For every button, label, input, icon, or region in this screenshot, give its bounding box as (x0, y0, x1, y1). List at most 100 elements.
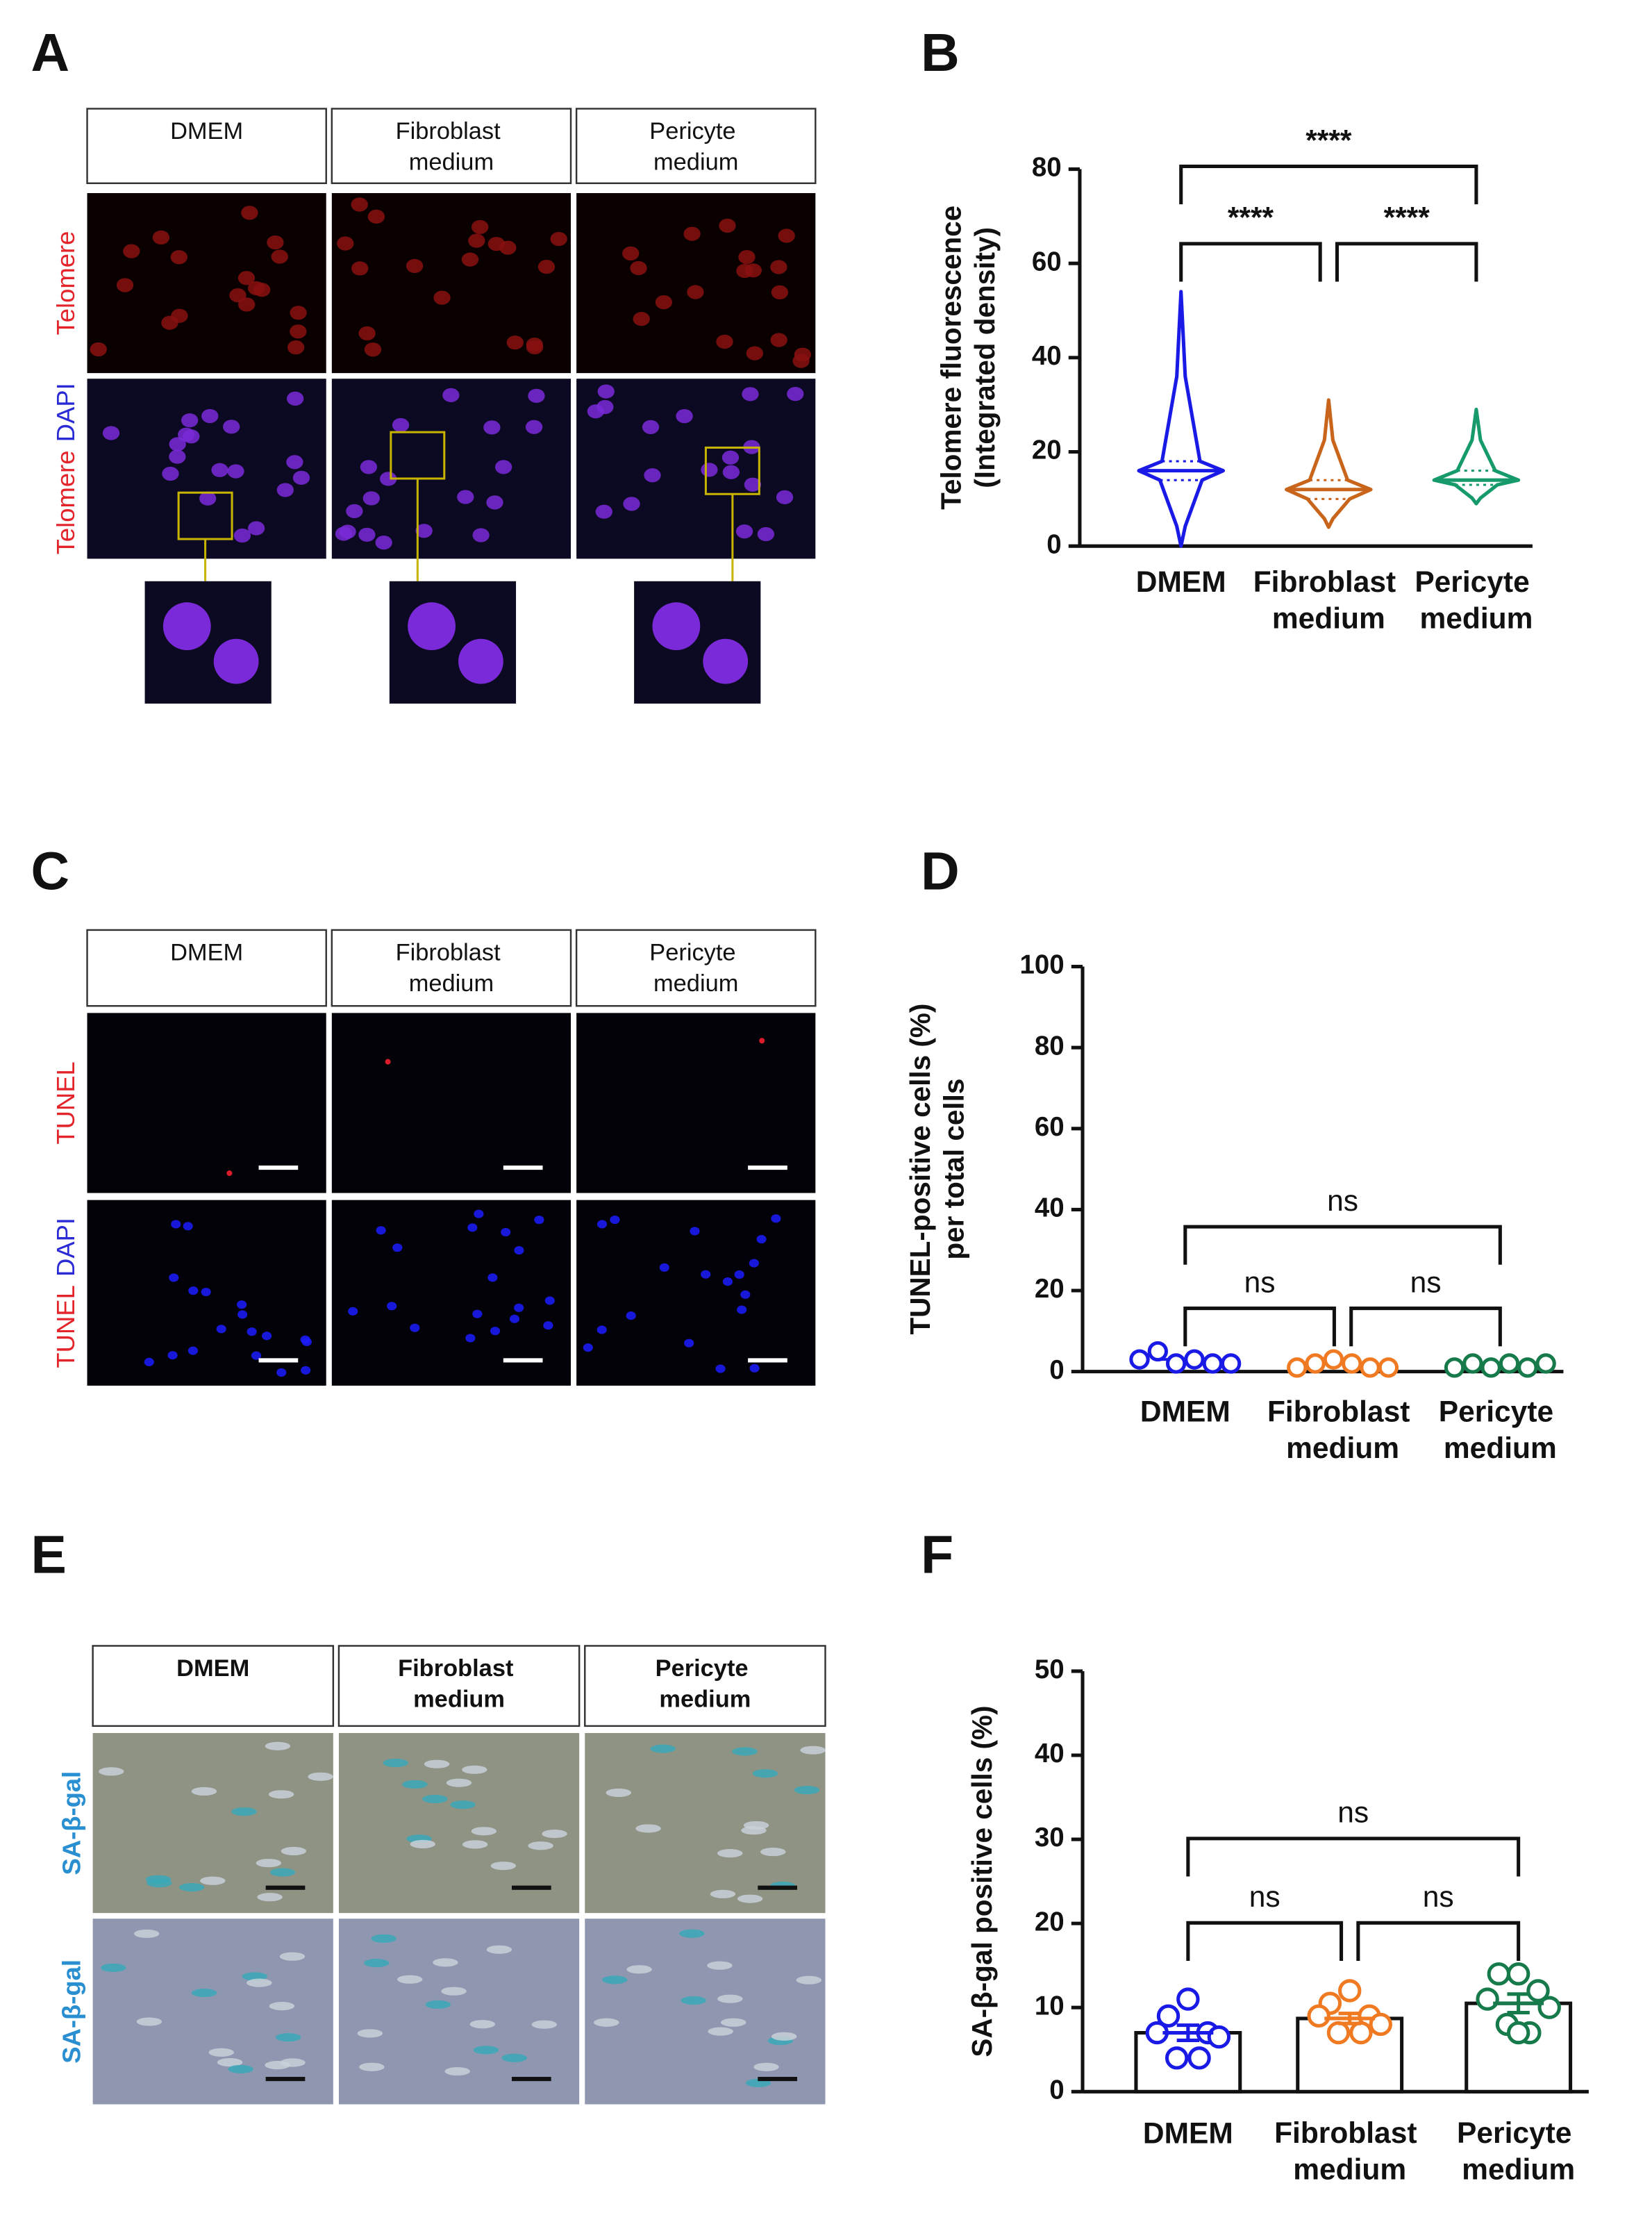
cell (490, 1862, 517, 1871)
cell (123, 244, 140, 258)
column-header-box (337, 1645, 581, 1727)
cell (514, 1303, 524, 1312)
cell (753, 2062, 779, 2071)
micrograph (338, 1918, 580, 2105)
cell (402, 1780, 428, 1789)
cell (746, 346, 763, 360)
cell (227, 464, 244, 479)
cell (99, 1767, 124, 1776)
row-label: Telomere DAPI (51, 383, 80, 554)
cell (217, 2058, 243, 2067)
cell (690, 1227, 700, 1236)
cell (269, 2002, 295, 2011)
cell (280, 2058, 306, 2067)
cell (717, 1849, 743, 1858)
cell (721, 450, 740, 465)
data-point (1506, 1962, 1530, 1986)
data-point (1444, 1357, 1465, 1378)
cell (446, 1778, 472, 1787)
significance-bracket (1183, 1307, 1336, 1347)
cell (133, 1929, 160, 1939)
data-point (1207, 2025, 1231, 2049)
row-label-part: DAPI (51, 1218, 80, 1277)
column-header-box (575, 108, 817, 185)
cell (358, 326, 376, 341)
cell (256, 1859, 282, 1868)
data-point (1147, 1341, 1169, 1362)
cell (392, 1243, 403, 1252)
cell (537, 260, 556, 274)
cell (771, 1214, 781, 1223)
cell (749, 1259, 759, 1268)
cell (231, 1807, 257, 1816)
violin-body (1432, 407, 1521, 506)
cell (642, 420, 660, 435)
y-tick-label: 80 (1032, 153, 1062, 183)
cell (794, 1786, 820, 1795)
micrograph (576, 379, 816, 559)
data-point (1337, 1979, 1362, 2003)
data-point (1360, 1357, 1380, 1378)
inset (389, 581, 517, 704)
inset-nucleus (652, 602, 701, 650)
micrograph (87, 1013, 326, 1193)
cell (737, 1305, 747, 1314)
cell (472, 528, 490, 542)
data-point (1476, 1987, 1499, 2011)
significance-label: ns (1423, 1881, 1454, 1914)
cell (630, 260, 647, 276)
cell (528, 388, 545, 403)
x-tick-label: Pericyte medium (1457, 2117, 1580, 2187)
y-tick-label: 100 (1020, 950, 1065, 980)
cell (251, 1351, 262, 1360)
cell (622, 246, 640, 260)
x-tick-label: Pericyte medium (1439, 1396, 1562, 1466)
cell (509, 1314, 520, 1323)
cell (346, 504, 363, 519)
cell (292, 470, 310, 485)
cell (701, 1270, 711, 1279)
significance-label: **** (1384, 202, 1430, 235)
cell (308, 1772, 333, 1781)
cell (433, 290, 451, 305)
data-point (1535, 1353, 1556, 1374)
cell (171, 1220, 181, 1229)
cell (162, 466, 179, 481)
cell (286, 391, 304, 406)
inset-nucleus (213, 638, 259, 684)
cell (683, 226, 701, 241)
cell (534, 1216, 544, 1225)
cell (201, 1287, 211, 1297)
cell (744, 477, 762, 492)
significance-bracket (1349, 1307, 1502, 1347)
cell (364, 1959, 390, 1968)
cell (351, 197, 368, 212)
cell (208, 2048, 234, 2057)
cell (596, 1220, 608, 1229)
cell (360, 460, 378, 474)
cell (626, 1965, 652, 1974)
panel-letter: D (921, 841, 960, 901)
cell (800, 1746, 826, 1755)
cell (719, 218, 736, 233)
cell (659, 1263, 669, 1272)
cell (169, 437, 186, 451)
x-tick-label: DMEM (1136, 566, 1226, 599)
cell (406, 258, 424, 274)
cell (300, 1335, 310, 1344)
cell (183, 1222, 193, 1231)
data-point (1487, 1962, 1511, 1986)
column-header-box (584, 1645, 826, 1727)
cell (169, 449, 186, 464)
significance-bracket (1356, 1921, 1521, 1961)
cell (468, 233, 485, 248)
cell (178, 427, 195, 442)
panel-letter: A (31, 23, 70, 83)
significance-label: **** (1228, 202, 1274, 235)
cell (720, 2018, 746, 2027)
cell (100, 1963, 126, 1972)
cell (734, 1270, 744, 1279)
cell (626, 1311, 636, 1320)
significance-label: ns (1327, 1185, 1358, 1218)
error-bar (1338, 2012, 1361, 2025)
